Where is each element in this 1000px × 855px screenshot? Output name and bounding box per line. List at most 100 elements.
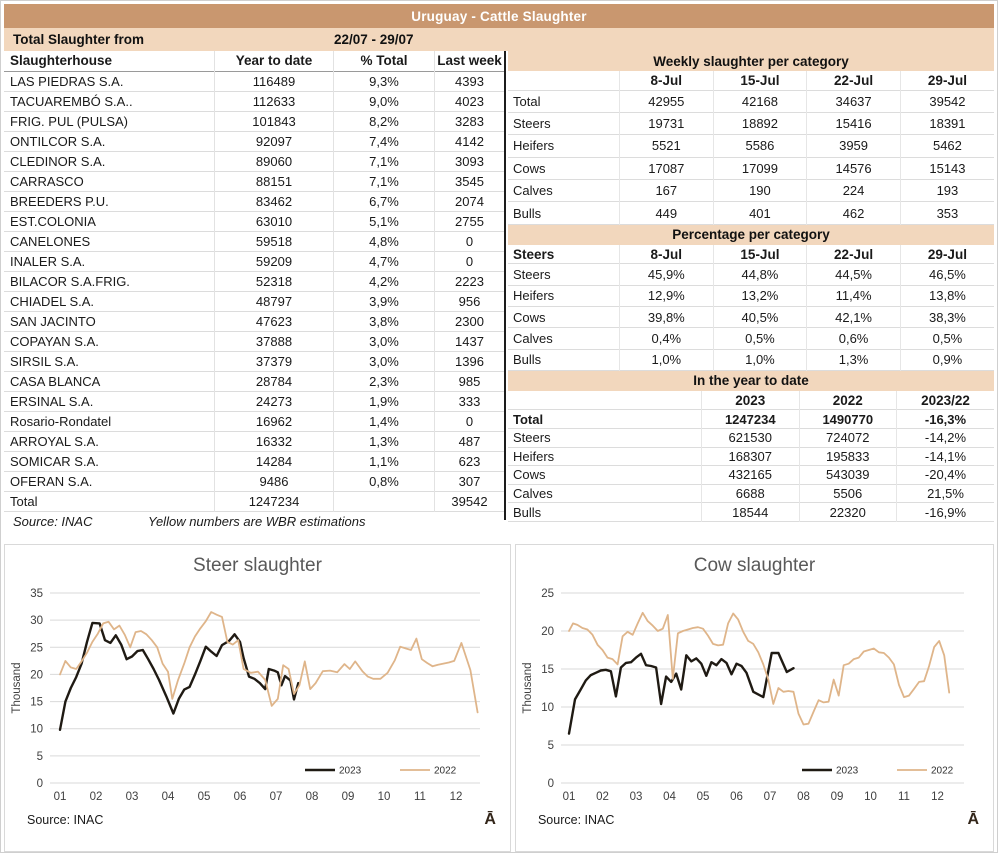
table-row: Heifers 12,9% 13,2% 11,4% 13,8% xyxy=(508,285,994,307)
table-cell: 63010 xyxy=(214,211,334,231)
table-cell: CARRASCO xyxy=(4,171,215,191)
table-cell: 17087 xyxy=(619,157,714,180)
x-tick-label: 06 xyxy=(234,791,247,803)
table-cell: 39,8% xyxy=(619,306,714,328)
table-cell: Cows xyxy=(508,465,702,485)
table-cell: 462 xyxy=(806,201,901,225)
percentage-table-title: Percentage per category xyxy=(508,224,994,245)
table-cell: 47623 xyxy=(214,311,334,331)
table-row: Calves 6688 5506 21,5% xyxy=(508,484,994,503)
report-title-bar: Uruguay - Cattle Slaughter xyxy=(4,4,994,28)
legend-label-2023: 2023 xyxy=(836,766,859,777)
weekly-table-title: Weekly slaughter per category xyxy=(508,51,994,71)
table-cell: 83462 xyxy=(214,191,334,211)
table-cell: SAN JACINTO xyxy=(4,311,215,331)
table-cell: 19731 xyxy=(619,112,714,135)
category-section: Weekly slaughter per category 8-Jul 15-Ju… xyxy=(508,51,994,522)
table-cell: -16,3% xyxy=(924,411,967,427)
table-row: SAN JACINTO 47623 3,8% 2300 xyxy=(4,311,504,331)
table-row: COPAYAN S.A. 37888 3,0% 1437 xyxy=(4,331,504,351)
table-cell: 39542 xyxy=(451,493,488,509)
table-cell: 1437 xyxy=(455,333,484,349)
table-cell: CLEDINOR S.A. xyxy=(4,151,215,171)
date-range: 22/07 - 29/07 xyxy=(334,32,414,47)
table-cell: INALER S.A. xyxy=(4,251,215,271)
table-row: BILACOR S.A.FRIG. 52318 4,2% 2223 xyxy=(4,271,504,291)
table-cell: 14284 xyxy=(214,451,334,471)
table-row: ONTILCOR S.A. 92097 7,4% 4142 xyxy=(4,131,504,151)
x-tick-label: 03 xyxy=(630,791,643,803)
table-cell: 7,1% xyxy=(333,171,435,191)
source-note: Source: INAC xyxy=(13,513,93,529)
table-cell: Total xyxy=(4,491,215,511)
table-cell: CHIADEL S.A. xyxy=(4,291,215,311)
table-cell: Bulls xyxy=(508,349,620,371)
table-cell: 3283 xyxy=(455,113,484,129)
table-cell: -20,4% xyxy=(924,467,967,483)
table-row: Total 1247234 39542 xyxy=(4,491,504,511)
x-tick-label: 04 xyxy=(663,791,676,803)
table-cell: 2755 xyxy=(455,213,484,229)
table-row: Steers 45,9% 44,8% 44,5% 46,5% xyxy=(508,263,994,286)
column-header: 15-Jul xyxy=(713,71,808,90)
table-cell: 623 xyxy=(458,453,481,469)
table-cell: Steers xyxy=(508,263,620,286)
ytd-table: 2023 2022 2023/22 Total 1247234 1490770 -16,3%… xyxy=(508,390,994,522)
table-cell: 37379 xyxy=(214,351,334,371)
column-header xyxy=(508,71,620,90)
x-tick-label: 02 xyxy=(596,791,609,803)
x-tick-label: 07 xyxy=(270,791,283,803)
table-cell: 224 xyxy=(806,179,901,202)
table-cell: 1396 xyxy=(455,353,484,369)
table-cell: 52318 xyxy=(214,271,334,291)
table-row: Steers 621530 724072 -14,2% xyxy=(508,428,994,448)
column-header: 22-Jul xyxy=(806,244,901,264)
table-cell: Bulls xyxy=(508,201,620,225)
table-cell: 44,8% xyxy=(713,263,808,286)
table-cell: 45,9% xyxy=(619,263,714,286)
table-row: Heifers 168307 195833 -14,1% xyxy=(508,447,994,466)
table-cell: 1490770 xyxy=(799,409,897,429)
table-cell xyxy=(333,491,435,511)
table-cell: Total xyxy=(508,90,620,113)
column-header: 2023 xyxy=(701,390,800,410)
table-header-row: Steers 8-Jul 15-Jul 22-Jul 29-Jul xyxy=(508,244,994,264)
table-cell: 2,3% xyxy=(333,371,435,391)
table-cell: Cows xyxy=(508,306,620,328)
table-cell: 0 xyxy=(465,253,474,269)
table-cell: 5506 xyxy=(799,484,897,503)
table-cell: 0,5% xyxy=(932,330,963,346)
x-tick-label: 05 xyxy=(697,791,710,803)
column-header: 22-Jul xyxy=(806,71,901,90)
x-tick-label: 10 xyxy=(378,791,391,803)
y-tick-label: 25 xyxy=(30,642,43,654)
column-header: 8-Jul xyxy=(619,71,714,90)
table-cell: 0 xyxy=(465,413,474,429)
table-cell: 15143 xyxy=(929,160,966,176)
table-cell: Rosario-Rondatel xyxy=(4,411,215,431)
table-cell: 6688 xyxy=(701,484,800,503)
table-cell: 7,1% xyxy=(333,151,435,171)
table-cell: 46,5% xyxy=(929,266,966,282)
table-cell: 1,3% xyxy=(806,349,901,371)
table-cell: 3,8% xyxy=(333,311,435,331)
table-cell: 28784 xyxy=(214,371,334,391)
table-cell: Total xyxy=(508,409,702,429)
column-header: 8-Jul xyxy=(619,244,714,264)
table-row: Bulls 449 401 462 353 xyxy=(508,201,994,225)
y-tick-label: 10 xyxy=(541,702,554,714)
table-cell: 3,0% xyxy=(333,351,435,371)
table-row: ERSINAL S.A. 24273 1,9% 333 xyxy=(4,391,504,411)
table-cell: 333 xyxy=(458,393,481,409)
table-cell: 15416 xyxy=(806,112,901,135)
y-tick-label: 10 xyxy=(30,724,43,736)
legend-label-2022: 2022 xyxy=(434,766,457,777)
table-cell: 3093 xyxy=(455,153,484,169)
column-header: 2023/22 xyxy=(921,392,970,408)
x-tick-label: 05 xyxy=(198,791,211,803)
x-tick-label: 11 xyxy=(414,791,426,803)
estimation-note: Yellow numbers are WBR estimations xyxy=(148,513,366,529)
table-cell: 190 xyxy=(713,179,808,202)
x-tick-label: 01 xyxy=(54,791,67,803)
